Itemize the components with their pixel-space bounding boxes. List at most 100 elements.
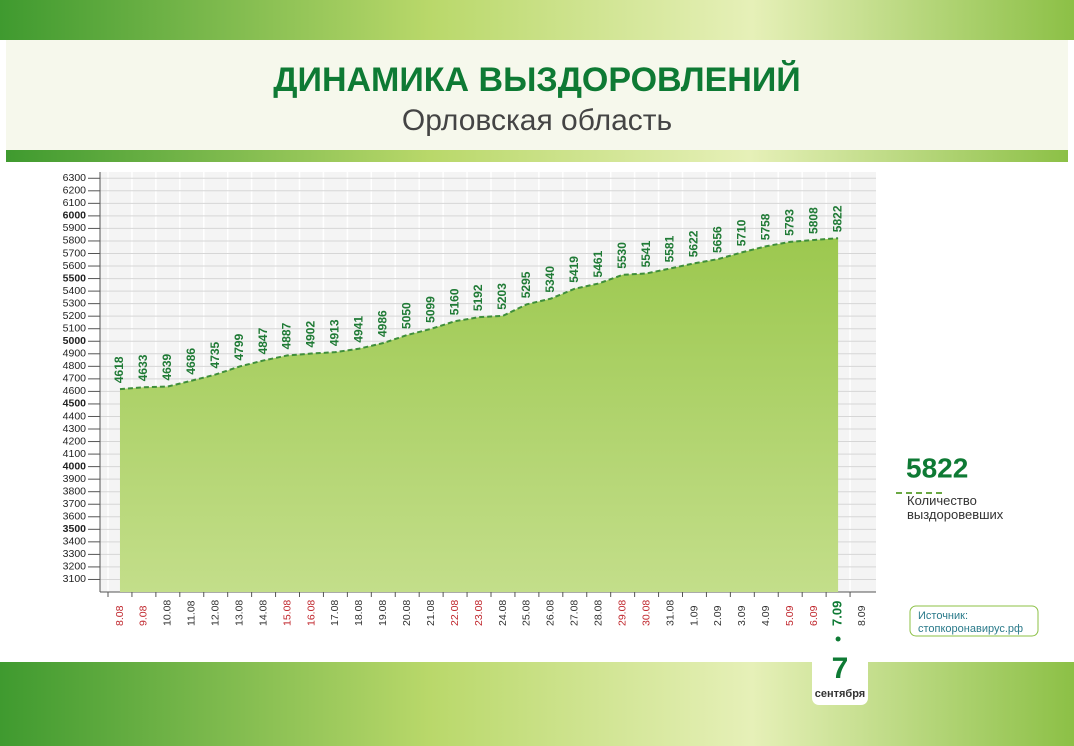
value-label: 5295 (519, 271, 533, 298)
y-tick-label: 6000 (63, 210, 87, 222)
value-label: 4799 (232, 333, 246, 360)
y-tick-label: 3800 (63, 485, 87, 497)
y-tick-label: 6100 (63, 197, 87, 209)
x-tick-label: 27.08 (569, 600, 581, 626)
y-tick-label: 4300 (63, 423, 87, 435)
y-tick-label: 3100 (63, 573, 87, 585)
y-tick-label: 3400 (63, 536, 87, 548)
x-tick-label: 30.08 (640, 600, 652, 626)
value-label: 5192 (471, 284, 485, 311)
y-tick-label: 4600 (63, 385, 87, 397)
y-tick-label: 6200 (63, 185, 87, 197)
x-tick-label: 17.08 (329, 600, 341, 626)
x-tick-label: 9.08 (138, 605, 150, 626)
y-tick-label: 4400 (63, 410, 87, 422)
value-label: 5581 (663, 235, 677, 262)
x-tick-label: 23.08 (473, 600, 485, 626)
x-tick-label: 12.08 (210, 600, 222, 626)
value-label: 5808 (806, 207, 820, 234)
y-tick-label: 3300 (63, 548, 87, 560)
y-tick-label: 4200 (63, 435, 87, 447)
source-box (909, 605, 1039, 637)
legend-value: 5822 (906, 452, 968, 483)
badge-month: сентября (815, 688, 865, 700)
date-marker (835, 636, 841, 642)
x-tick-label: 20.08 (401, 600, 413, 626)
value-label: 4847 (256, 327, 270, 354)
y-tick-label: 4900 (63, 348, 87, 360)
y-tick-label: 3500 (63, 523, 87, 535)
x-tick-label: 2.09 (712, 605, 724, 626)
y-tick-label: 4100 (63, 448, 87, 460)
x-tick-label: 11.08 (186, 600, 198, 626)
y-tick-label: 4000 (63, 460, 87, 472)
chart-title: ДИНАМИКА ВЫЗДОРОВЛЕНИЙ (273, 60, 800, 99)
x-tick-label: 3.09 (736, 605, 748, 626)
value-label: 4633 (136, 354, 150, 381)
value-label: 5419 (567, 256, 581, 283)
x-tick-label: 8.09 (856, 605, 868, 626)
value-label: 5758 (758, 213, 772, 240)
x-tick-label: 5.09 (784, 605, 796, 626)
header-panel (6, 40, 1068, 150)
y-tick-label: 5400 (63, 285, 87, 297)
value-label: 4902 (304, 321, 318, 348)
x-tick-label: 24.08 (497, 600, 509, 626)
x-tick-label: 19.08 (377, 600, 389, 626)
badge-day: 7 (832, 652, 849, 685)
value-label: 5050 (399, 302, 413, 329)
y-tick-label: 3900 (63, 473, 87, 485)
top-band (0, 0, 1074, 40)
y-tick-label: 5300 (63, 297, 87, 309)
bottom-band (0, 662, 1074, 746)
value-label: 4686 (184, 348, 198, 375)
y-tick-label: 5700 (63, 247, 87, 259)
value-label: 5340 (543, 266, 557, 293)
x-tick-label: 25.08 (521, 600, 533, 626)
legend-label: Количество выздоровевших (907, 493, 1004, 522)
y-tick-label: 5100 (63, 322, 87, 334)
value-label: 5099 (423, 296, 437, 323)
value-label: 5710 (735, 219, 749, 246)
value-label: 5822 (830, 205, 844, 232)
value-label: 5530 (615, 242, 629, 269)
value-label: 4941 (352, 316, 366, 343)
source-label: Источник: (918, 610, 968, 622)
value-label: 5541 (639, 240, 653, 267)
y-tick-label: 6300 (63, 172, 87, 184)
y-tick-label: 5800 (63, 235, 87, 247)
chart-subtitle: Орловская область (402, 104, 672, 137)
y-tick-label: 5500 (63, 272, 87, 284)
y-tick-label: 5600 (63, 260, 87, 272)
x-tick-label: 28.08 (593, 600, 605, 626)
value-label: 5793 (782, 209, 796, 236)
x-tick-label: 8.08 (114, 605, 126, 626)
date-badge (812, 648, 868, 705)
line (119, 237, 839, 391)
value-label: 5160 (447, 288, 461, 315)
x-tick-label: 16.08 (305, 600, 317, 626)
x-tick-label: 10.08 (162, 600, 174, 626)
x-tick-label: 21.08 (425, 600, 437, 626)
header-stripe (6, 150, 1068, 162)
y-tick-label: 5000 (63, 335, 87, 347)
value-label: 5203 (495, 283, 509, 310)
x-tick-label: 1.09 (688, 605, 700, 626)
value-label: 4618 (112, 356, 126, 383)
x-tick-label: 6.09 (808, 605, 820, 626)
y-tick-label: 3200 (63, 561, 87, 573)
x-tick-label: 13.08 (233, 600, 245, 626)
x-tick-label: 26.08 (545, 600, 557, 626)
value-label: 5461 (591, 250, 605, 277)
value-label: 4913 (328, 319, 342, 346)
y-tick-label: 4800 (63, 360, 87, 372)
x-tick-label: 22.08 (449, 600, 461, 626)
area (119, 238, 839, 592)
value-label: 4735 (208, 341, 222, 368)
x-tick-label: 14.08 (257, 600, 269, 626)
value-label: 5656 (711, 226, 725, 253)
x-tick-label: 15.08 (281, 600, 293, 626)
y-tick-label: 3600 (63, 511, 87, 523)
